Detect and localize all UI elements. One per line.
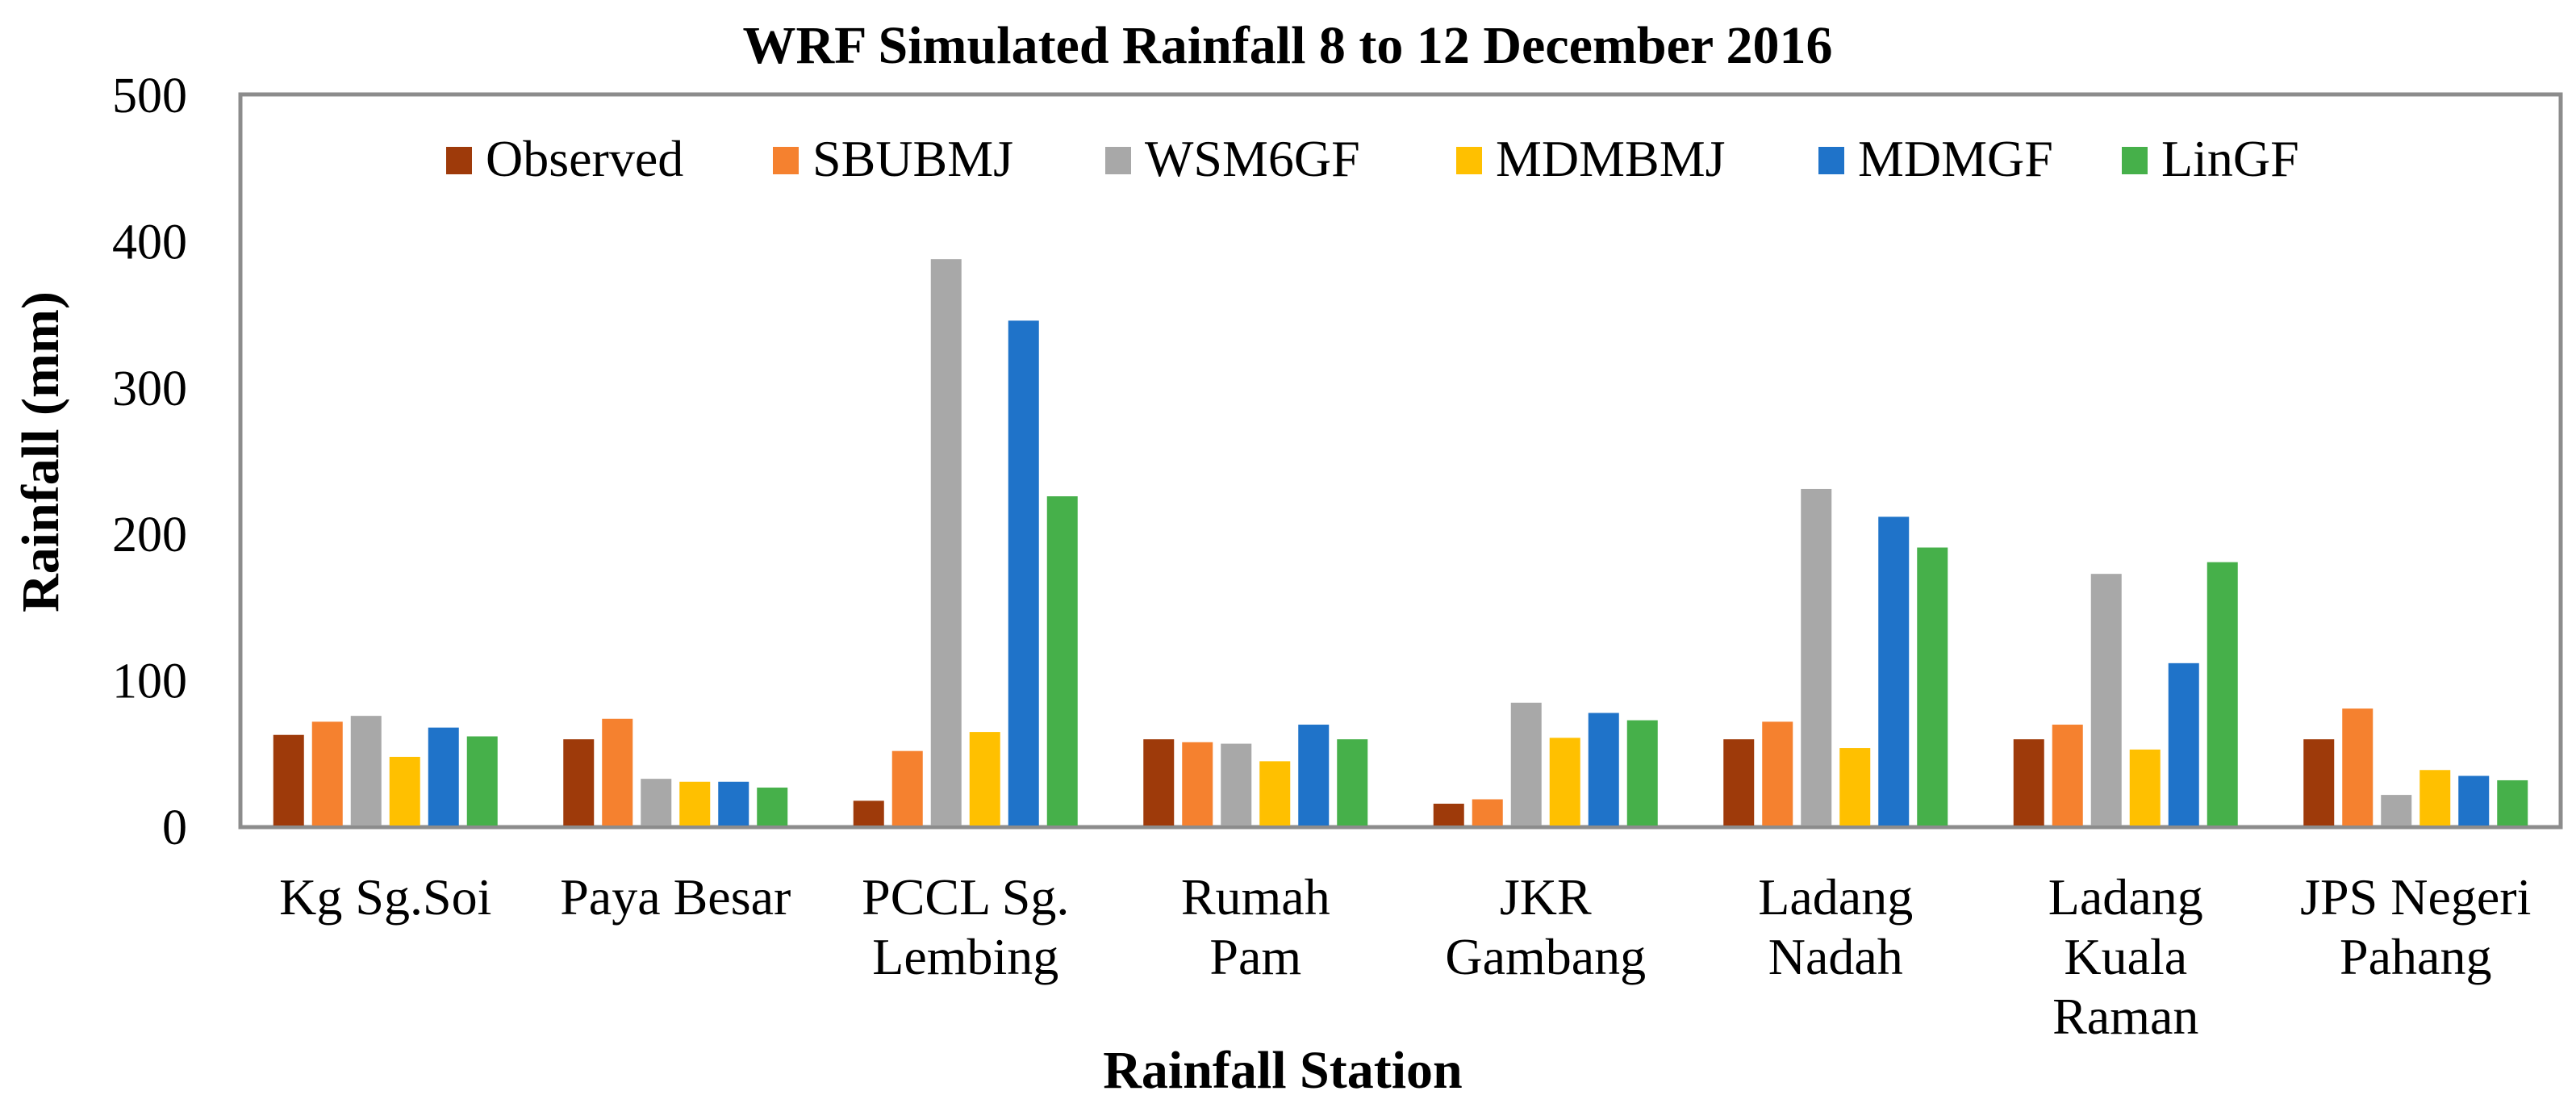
x-category-label-line: Gambang [1445,928,1646,985]
bar-mdmgf-2 [1008,320,1039,828]
y-tick-label: 400 [112,215,187,270]
legend-label-mdmgf: MDMGF [1858,130,2053,187]
x-category-label: Kg Sg.Soi [279,868,491,926]
legend-swatch-sbubmj [773,147,799,174]
bar-wsm6gf-6 [2090,574,2122,827]
bar-observed-1 [563,739,595,827]
x-category-label: Ladang Kuala Raman [2048,868,2203,1045]
bar-mdmgf-7 [2458,775,2490,827]
x-category-label-line: Raman [2052,988,2198,1045]
x-category-label-line: Nadah [1768,928,1903,985]
x-category-label-line: Lembing [872,928,1058,985]
legend-label-sbubmj: SBUBMJ [812,130,1013,187]
bars-group [240,259,2561,829]
bar-sbubmj-1 [602,718,633,827]
bar-mdmbmj-1 [679,781,711,827]
bar-sbubmj-7 [2342,708,2374,827]
x-axis-title: Rainfall Station [1103,1041,1463,1100]
bar-lingf-6 [2207,562,2238,827]
x-category-label-line: JKR [1500,868,1592,926]
bar-mdmbmj-6 [2129,749,2161,827]
x-category-label-line: Kg Sg.Soi [279,868,491,926]
bar-mdmbmj-2 [969,732,1000,827]
bar-sbubmj-5 [1762,721,1793,827]
bar-mdmgf-6 [2168,662,2199,827]
bar-lingf-1 [757,788,788,827]
y-tick-label: 200 [112,508,187,562]
bar-wsm6gf-1 [641,779,672,827]
x-category-label-line: Ladang [2048,868,2203,926]
bar-observed-3 [1143,739,1175,827]
x-category-label-line: Kuala [2064,928,2187,985]
bar-mdmbmj-3 [1259,761,1291,827]
x-category-label-line: Pahang [2340,928,2491,985]
bar-mdmbmj-7 [2419,770,2451,827]
bar-mdmgf-0 [428,727,459,827]
legend-swatch-mdmbmj [1456,147,1482,174]
x-category-label-line: Rumah [1181,868,1330,926]
legend-label-observed: Observed [486,130,683,187]
bar-lingf-5 [1917,547,1948,827]
bar-mdmbmj-4 [1549,738,1580,827]
legend-label-mdmbmj: MDMBMJ [1496,130,1726,187]
bar-observed-2 [853,800,884,827]
legend-swatch-mdmgf [1818,147,1844,174]
bar-sbubmj-4 [1472,799,1503,827]
x-category-label: JKR Gambang [1445,868,1646,985]
bar-observed-6 [2013,739,2044,827]
bar-lingf-3 [1337,739,1368,827]
bar-mdmbmj-5 [1839,748,1871,827]
y-tick-label: 300 [112,362,187,416]
bar-sbubmj-0 [311,721,343,827]
y-axis-title: Rainfall (mm) [11,291,70,612]
bar-mdmgf-3 [1298,725,1330,827]
x-category-label-line: Pam [1209,928,1301,985]
bar-wsm6gf-4 [1510,702,1542,827]
bar-mdmbmj-0 [389,756,420,827]
bar-wsm6gf-0 [350,716,382,827]
bar-observed-5 [1723,739,1755,827]
legend: Observed SBUBMJ WSM6GF MDMBMJ MDMGF LinGF [446,130,2299,187]
chart-title: WRF Simulated Rainfall 8 to 12 December … [742,16,1832,75]
legend-swatch-observed [446,147,472,174]
legend-swatch-lingf [2122,147,2148,174]
y-tick-label: 100 [112,654,187,709]
x-category-label-line: Paya Besar [560,868,791,926]
bar-mdmgf-4 [1588,713,1619,827]
x-category-label: Rumah Pam [1181,868,1330,985]
bar-lingf-7 [2497,780,2528,827]
bar-observed-0 [273,734,304,827]
y-axis: 0 100 200 300 400 500 [112,69,187,855]
bar-observed-4 [1433,803,1464,827]
bar-wsm6gf-7 [2381,795,2412,827]
x-category-label-line: JPS Negeri [2300,868,2531,926]
legend-swatch-wsm6gf [1105,147,1131,174]
bar-wsm6gf-2 [930,259,962,828]
x-category-label-line: Ladang [1758,868,1913,926]
bar-mdmgf-1 [718,781,749,827]
bar-sbubmj-6 [2052,725,2083,827]
bar-lingf-0 [466,736,498,827]
legend-label-lingf: LinGF [2161,130,2299,187]
bar-sbubmj-3 [1182,742,1213,827]
bar-mdmgf-5 [1878,516,1910,827]
y-tick-label: 0 [162,800,187,855]
legend-label-wsm6gf: WSM6GF [1145,130,1360,187]
bar-sbubmj-2 [891,750,923,827]
x-category-label: Ladang Nadah [1758,868,1913,985]
bar-lingf-2 [1046,496,1078,827]
x-category-label: JPS Negeri Pahang [2300,868,2531,985]
x-category-label: Paya Besar [560,868,791,926]
y-tick-label: 500 [112,69,187,123]
x-category-label: PCCL Sg. Lembing [862,868,1069,985]
bar-wsm6gf-3 [1221,743,1252,827]
bar-wsm6gf-5 [1801,488,1832,827]
bar-lingf-4 [1626,720,1658,827]
bar-observed-7 [2303,739,2335,827]
x-category-label-line: PCCL Sg. [862,868,1069,926]
